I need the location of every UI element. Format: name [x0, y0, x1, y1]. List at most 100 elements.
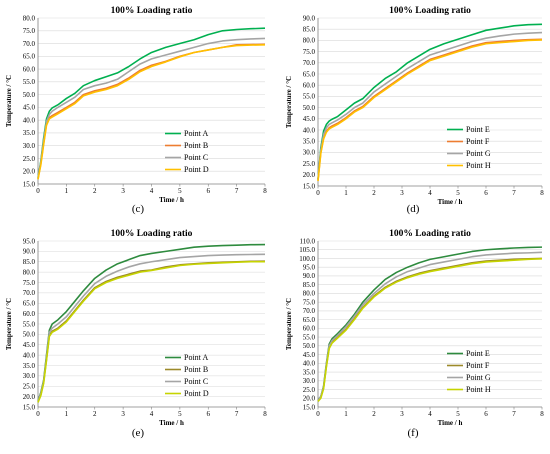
- y-tick-label: 55.0: [23, 78, 36, 86]
- series-line-point-g: [317, 31, 543, 180]
- y-tick-label: 80.0: [23, 14, 36, 22]
- y-tick-label: 15.0: [23, 180, 36, 188]
- x-axis-label: Time / h: [159, 196, 184, 204]
- y-tick-label: 55.0: [303, 333, 316, 341]
- x-tick-label: 8: [263, 187, 267, 195]
- series-line-point-d: [37, 260, 265, 403]
- y-tick-label: 35.0: [23, 129, 36, 137]
- y-tick-label: 75.0: [23, 279, 36, 287]
- chart-title: 100% Loading ratio: [389, 229, 471, 239]
- y-tick-label: 25.0: [23, 155, 36, 163]
- legend-label: Point G: [466, 373, 491, 382]
- series-line-point-c: [37, 253, 266, 402]
- y-tick-label: 15.0: [303, 182, 316, 190]
- y-tick-label: 45.0: [303, 115, 316, 123]
- x-tick-label: 8: [263, 410, 267, 418]
- x-tick-label: 0: [36, 187, 40, 195]
- y-tick-label: 110.0: [300, 237, 316, 245]
- x-tick-label: 5: [456, 410, 460, 418]
- x-tick-label: 3: [400, 410, 404, 418]
- y-tick-label: 20.0: [23, 393, 36, 401]
- y-tick-label: 60.0: [23, 310, 36, 318]
- y-tick-label: 65.0: [23, 300, 36, 308]
- y-tick-label: 35.0: [303, 138, 316, 146]
- y-tick-label: 20.0: [23, 168, 36, 176]
- y-tick-label: 60.0: [23, 65, 36, 73]
- y-tick-label: 65.0: [23, 53, 36, 61]
- y-tick-label: 75.0: [303, 298, 316, 306]
- x-tick-label: 6: [484, 189, 488, 197]
- x-tick-label: 4: [150, 410, 154, 418]
- x-tick-label: 4: [150, 187, 154, 195]
- x-tick-label: 7: [512, 410, 516, 418]
- x-tick-label: 8: [540, 410, 544, 418]
- panel-label: (f): [408, 427, 419, 439]
- x-tick-label: 4: [428, 410, 432, 418]
- chart-title: 100% Loading ratio: [111, 6, 193, 16]
- x-tick-label: 1: [344, 189, 348, 197]
- y-tick-label: 20.0: [303, 395, 316, 403]
- legend-label: Point E: [466, 125, 490, 134]
- chart-panel-1: 15.0 20.0 25.0 30.0 35.0 40.0 45.0 50.0 55.0 60.0…: [5, 6, 267, 215]
- x-tick-label: 5: [178, 187, 182, 195]
- legend-label: Point D: [184, 165, 209, 174]
- y-tick-label: 40.0: [23, 116, 36, 124]
- y-tick-label: 25.0: [23, 383, 36, 391]
- x-tick-label: 6: [484, 410, 488, 418]
- legend: Point E Point F Point G Point H: [447, 349, 491, 394]
- y-tick-label: 70.0: [23, 40, 36, 48]
- y-tick-label: 40.0: [303, 360, 316, 368]
- y-tick-label: 75.0: [303, 48, 316, 56]
- y-tick-label: 25.0: [303, 160, 316, 168]
- y-tick-label: 30.0: [303, 149, 316, 157]
- y-axis-label: Temperature / °C: [5, 298, 13, 350]
- y-tick-label: 65.0: [303, 70, 316, 78]
- x-tick-label: 5: [178, 410, 182, 418]
- legend: Point E Point F Point G Point H: [447, 125, 491, 170]
- y-tick-label: 70.0: [23, 289, 36, 297]
- y-tick-label: 15.0: [303, 403, 316, 411]
- x-tick-label: 0: [316, 189, 320, 197]
- legend-label: Point F: [466, 137, 490, 146]
- y-tick-label: 100.0: [299, 255, 315, 263]
- series-line-point-d: [37, 44, 266, 180]
- y-tick-label: 45.0: [303, 351, 316, 359]
- y-tick-label: 60.0: [303, 325, 316, 333]
- y-tick-label: 35.0: [303, 368, 316, 376]
- legend: Point A Point B Point C Point D: [165, 353, 209, 398]
- y-tick-label: 25.0: [303, 386, 316, 394]
- chart-panel-2: 15.0 20.0 25.0 30.0 35.0 40.0 45.0 50.0 55.0 60.0…: [285, 6, 544, 215]
- y-tick-label: 85.0: [23, 258, 36, 266]
- series-line-point-a: [37, 243, 266, 402]
- y-axis-label: Temperature / °C: [285, 76, 293, 128]
- x-tick-label: 1: [65, 187, 69, 195]
- y-axis-label: Temperature / °C: [285, 298, 293, 350]
- y-tick-label: 90.0: [303, 272, 316, 280]
- legend-label: Point E: [466, 349, 490, 358]
- series-line-point-h: [317, 258, 543, 402]
- series-line-point-e: [317, 23, 543, 180]
- legend-label: Point H: [466, 161, 491, 170]
- x-tick-label: 6: [207, 187, 211, 195]
- y-tick-label: 30.0: [23, 372, 36, 380]
- series-line-point-a: [37, 27, 266, 178]
- legend-label: Point C: [184, 153, 208, 162]
- series-line-point-h: [317, 39, 543, 182]
- y-tick-label: 80.0: [23, 268, 36, 276]
- legend-label: Point H: [466, 385, 491, 394]
- series-line-point-f: [317, 257, 543, 402]
- y-tick-label: 70.0: [303, 307, 316, 315]
- legend-label: Point B: [184, 365, 208, 374]
- y-tick-label: 95.0: [23, 237, 36, 245]
- y-tick-label: 35.0: [23, 362, 36, 370]
- y-tick-label: 60.0: [303, 82, 316, 90]
- panel-label: (c): [132, 203, 145, 215]
- legend-label: Point A: [184, 353, 208, 362]
- y-tick-label: 105.0: [299, 246, 315, 254]
- x-axis-label: Time / h: [159, 419, 184, 427]
- y-tick-label: 50.0: [23, 91, 36, 99]
- y-tick-label: 30.0: [303, 377, 316, 385]
- y-tick-label: 90.0: [303, 14, 316, 22]
